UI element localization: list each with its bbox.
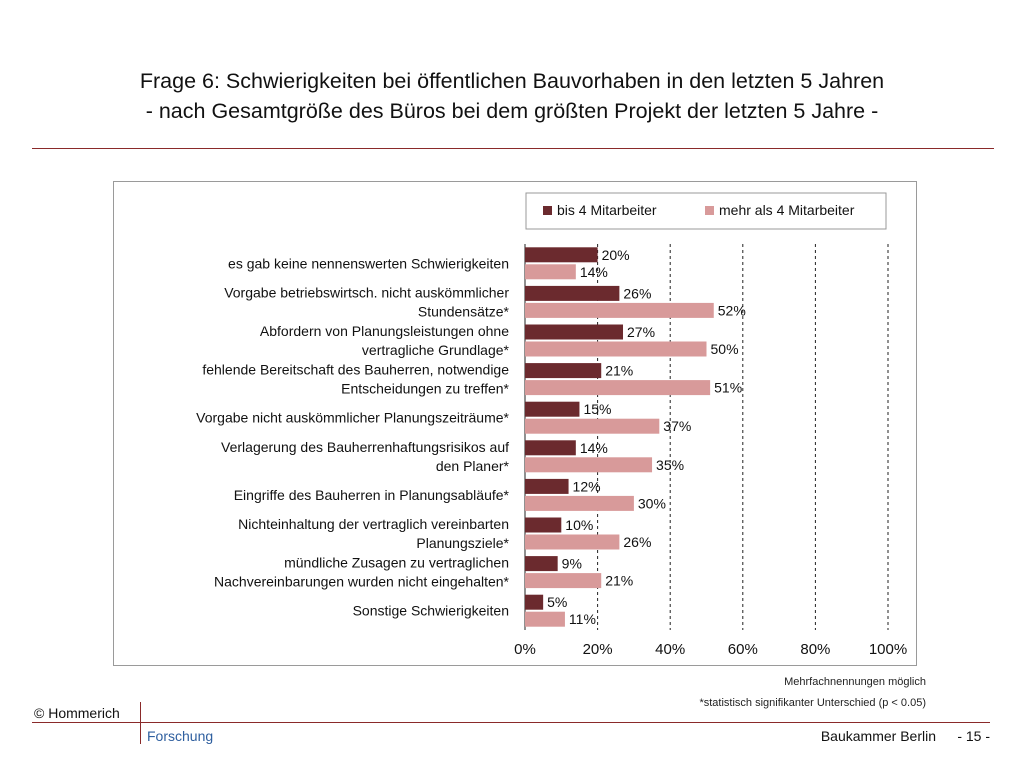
bar-large-office <box>525 418 660 434</box>
data-label: 35% <box>656 457 684 473</box>
bar-small-office <box>525 285 620 301</box>
x-tick-label: 60% <box>728 641 758 658</box>
bar-small-office <box>525 324 624 340</box>
bar-chart: 0% 20% 40% 60% 80% 100%20%14%es gab keine nen… <box>196 192 907 658</box>
bar-small-office <box>525 556 558 572</box>
bar-large-office <box>525 457 653 473</box>
footer-vertical-divider <box>140 702 141 744</box>
bar-large-office <box>525 341 707 357</box>
category-label: Entscheidungen zu treffen* <box>341 381 509 397</box>
data-label: 21% <box>605 573 633 589</box>
data-label: 12% <box>573 478 601 494</box>
data-label: 5% <box>547 594 567 610</box>
data-label: 26% <box>623 534 651 550</box>
category-label: mündliche Zusagen zu vertraglichen <box>284 555 509 571</box>
data-label: 30% <box>638 495 666 511</box>
x-tick-label: 100% <box>869 641 907 658</box>
bar-large-office <box>525 611 565 627</box>
data-label: 52% <box>718 302 746 318</box>
data-label: 11% <box>569 611 596 627</box>
category-label: Nichteinhaltung der vertraglich vereinba… <box>238 516 509 532</box>
footer-research: Forschung <box>147 728 214 744</box>
category-label: Vorgabe nicht auskömmlicher Planungszeit… <box>196 410 509 426</box>
bar-large-office <box>525 534 620 550</box>
title-divider <box>32 148 994 149</box>
x-tick-label: 80% <box>800 641 830 658</box>
bar-small-office <box>525 478 569 494</box>
bar-small-office <box>525 401 580 417</box>
data-label: 27% <box>627 324 655 340</box>
data-label: 14% <box>580 440 608 456</box>
bar-small-office <box>525 440 576 456</box>
data-label: 9% <box>562 556 582 572</box>
footer-divider <box>32 722 990 723</box>
category-label: Stundensätze* <box>418 303 510 319</box>
chart-frame: 0% 20% 40% 60% 80% 100% 20% 14% es gab keine nen… <box>113 181 917 666</box>
data-label: 26% <box>623 285 651 301</box>
slide-title-line2: - nach Gesamtgröße des Büros bei dem grö… <box>145 99 879 123</box>
data-label: 14% <box>580 264 608 280</box>
category-label: Sonstige Schwierigkeiten <box>353 603 509 619</box>
data-label: 10% <box>565 517 593 533</box>
bar-small-office <box>525 247 598 263</box>
bar-large-office <box>525 302 714 318</box>
data-label: 20% <box>602 247 630 263</box>
category-label: den Planer* <box>436 458 510 474</box>
category-label: Abfordern von Planungsleistungen ohne <box>260 323 509 339</box>
footnote-multiple-answers: Mehrfachnennungen möglich <box>784 676 926 688</box>
category-label: es gab keine nennenswerten Schwierigkeit… <box>228 255 509 271</box>
footnote-significance: *statistisch signifikanter Unterschied (… <box>699 697 926 709</box>
x-tick-label: 20% <box>583 641 613 658</box>
data-label: 51% <box>714 380 742 396</box>
data-label: 37% <box>663 418 691 434</box>
bar-small-office <box>525 517 562 533</box>
bar-large-office <box>525 573 602 589</box>
bar-large-office <box>525 380 711 396</box>
data-label: 50% <box>711 341 739 357</box>
category-label: Eingriffe des Bauherren in Planungsabläu… <box>234 487 510 503</box>
category-label: Nachvereinbarungen wurden nicht eingehal… <box>214 574 510 590</box>
data-label: 15% <box>583 401 611 417</box>
category-label: Vorgabe betriebswirtsch. nicht auskömmli… <box>224 284 509 300</box>
slide-title-line1: Frage 6: Schwierigkeiten bei öffentliche… <box>139 69 885 93</box>
legend-label: mehr als 4 Mitarbeiter <box>719 202 855 218</box>
footer-copyright: © Hommerich <box>34 705 120 721</box>
bar-large-office <box>525 495 634 511</box>
category-label: fehlende Bereitschaft des Bauherren, not… <box>202 362 509 378</box>
bar-small-office <box>525 594 544 610</box>
category-label: Verlagerung des Bauherrenhaftungsrisikos… <box>221 439 509 455</box>
x-tick-label: 0% <box>514 641 536 658</box>
category-label: vertragliche Grundlage* <box>362 342 510 358</box>
legend-swatch <box>543 206 552 215</box>
bar-small-office <box>525 363 602 379</box>
slide-title: Frage 6: Schwierigkeiten bei öffentliche… <box>20 66 1004 126</box>
x-tick-label: 40% <box>655 641 685 658</box>
legend-label: bis 4 Mitarbeiter <box>557 202 657 218</box>
bar-large-office <box>525 264 576 280</box>
legend-swatch <box>705 206 714 215</box>
category-label: Planungsziele* <box>416 535 509 551</box>
footer-page-number: - 15 - <box>957 728 990 744</box>
data-label: 21% <box>605 363 633 379</box>
footer-organization: Baukammer Berlin <box>820 728 936 744</box>
